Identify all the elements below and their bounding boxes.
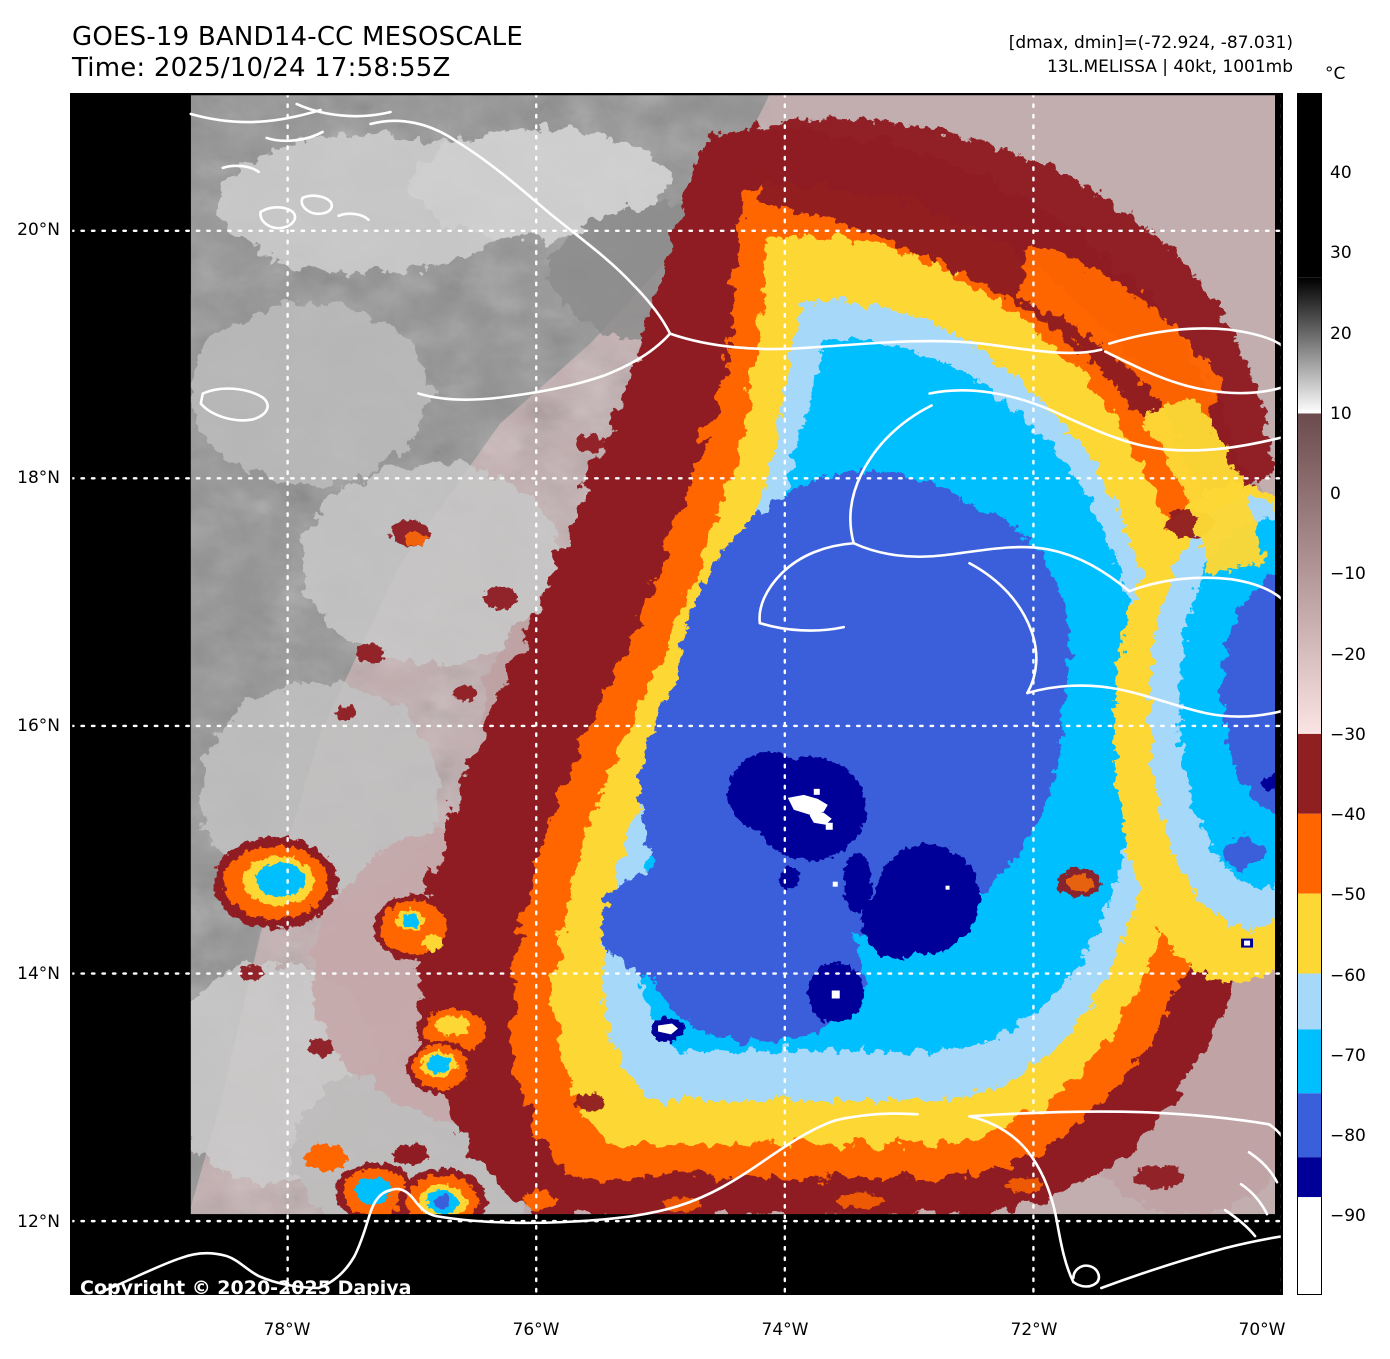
colorbar-canvas xyxy=(1298,94,1321,1294)
lon-tick-70W: 70°W xyxy=(1238,1320,1286,1340)
lat-tick-18N: 18°N xyxy=(17,468,60,488)
copyright-label: Copyright © 2020-2025 Dapiya xyxy=(80,1277,412,1299)
coastlines xyxy=(99,102,1282,1294)
lon-tick-74W: 74°W xyxy=(761,1320,809,1340)
page-title: GOES-19 BAND14-CC MESOSCALE xyxy=(72,22,523,52)
colorbar xyxy=(1297,93,1322,1295)
cbar-tick-m60: −60 xyxy=(1330,966,1366,986)
coldest-cloud-tops xyxy=(658,788,950,1035)
lon-tick-78W: 78°W xyxy=(263,1320,311,1340)
cbar-tick-m40: −40 xyxy=(1330,805,1366,825)
dmax-dmin-label: [dmax, dmin]=(-72.924, -87.031) xyxy=(1008,33,1293,53)
satellite-image-plot xyxy=(70,93,1283,1295)
graticule xyxy=(71,94,1282,1294)
lon-tick-76W: 76°W xyxy=(512,1320,560,1340)
colorbar-unit-label: °C xyxy=(1325,64,1346,84)
cbar-tick-m70: −70 xyxy=(1330,1046,1366,1066)
cbar-tick-40: 40 xyxy=(1330,163,1352,183)
cbar-tick-10: 10 xyxy=(1330,404,1352,424)
storm-info-label: 13L.MELISSA | 40kt, 1001mb xyxy=(1046,57,1293,77)
lon-tick-72W: 72°W xyxy=(1010,1320,1058,1340)
cbar-tick-m30: −30 xyxy=(1330,725,1366,745)
lat-tick-12N: 12°N xyxy=(17,1212,60,1232)
satellite-imagery-canvas xyxy=(71,94,1282,1294)
timestamp-label: Time: 2025/10/24 17:58:55Z xyxy=(72,53,451,83)
cbar-tick-m80: −80 xyxy=(1330,1126,1366,1146)
no-data-region xyxy=(71,94,1282,1294)
lat-tick-14N: 14°N xyxy=(17,964,60,984)
cbar-tick-0: 0 xyxy=(1330,484,1341,504)
cbar-tick-30: 30 xyxy=(1330,243,1352,263)
eastern-convective-cluster xyxy=(1114,483,1282,983)
cbar-tick-m10: −10 xyxy=(1330,564,1366,584)
lat-tick-20N: 20°N xyxy=(17,220,60,240)
cbar-tick-m50: −50 xyxy=(1330,885,1366,905)
cbar-tick-m20: −20 xyxy=(1330,645,1366,665)
cbar-tick-20: 20 xyxy=(1330,324,1352,344)
lat-tick-16N: 16°N xyxy=(17,716,60,736)
cbar-tick-m90: −90 xyxy=(1330,1206,1366,1226)
